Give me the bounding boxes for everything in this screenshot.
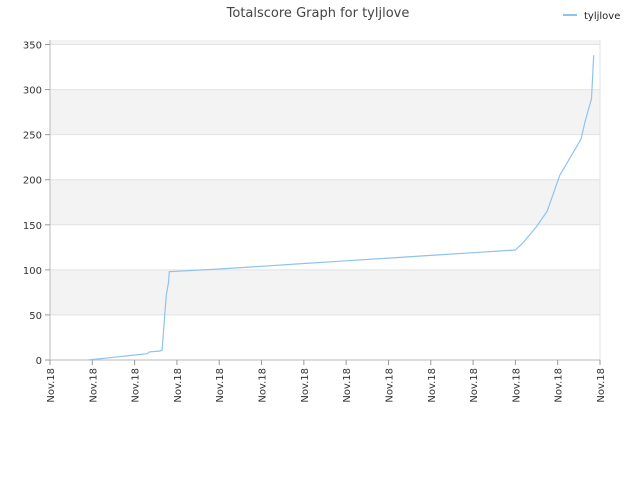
x-tick-label: Nov.18	[258, 368, 269, 403]
plot-bands	[50, 40, 600, 360]
plot-band	[50, 314, 600, 360]
y-tick-label: 350	[23, 41, 42, 52]
y-tick-label: 200	[23, 176, 42, 187]
legend-label: tyljlove	[584, 11, 620, 22]
x-tick-label: Nov.18	[173, 368, 184, 403]
y-axis: 0 50 100 150 200 250 300 350	[23, 41, 50, 367]
x-axis: Nov.18 Nov.18 Nov.18 Nov.18 Nov.18 Nov.18 Nov.…	[46, 360, 607, 403]
y-tick-label: 100	[23, 266, 42, 277]
x-tick-label: Nov.18	[300, 368, 311, 403]
x-tick-label: Nov.18	[554, 368, 565, 403]
x-tick-label: Nov.18	[342, 368, 353, 403]
y-tick-label: 0	[36, 356, 42, 367]
x-tick-label: Nov.18	[469, 368, 480, 403]
x-tick-label: Nov.18	[596, 368, 607, 403]
chart-title: Totalscore Graph for tyljlove	[226, 6, 410, 21]
y-tick-label: 300	[23, 86, 42, 97]
x-tick-label: Nov.18	[131, 368, 142, 403]
x-tick-label: Nov.18	[511, 368, 522, 403]
plot-band	[50, 40, 600, 45]
y-tick-label: 250	[23, 131, 42, 142]
plot-band	[50, 89, 600, 135]
legend: tyljlove	[563, 11, 620, 22]
plot-band	[50, 269, 600, 315]
y-tick-label: 150	[23, 221, 42, 232]
series-line	[88, 55, 595, 361]
plot-band	[50, 134, 600, 180]
x-tick-label: Nov.18	[215, 368, 226, 403]
x-tick-label: Nov.18	[88, 368, 99, 403]
x-tick-label: Nov.18	[46, 368, 57, 403]
plot-band	[50, 179, 600, 225]
series-layer	[88, 55, 595, 361]
axes	[49, 40, 600, 361]
y-tick-label: 50	[29, 311, 42, 322]
x-tick-label: Nov.18	[384, 368, 395, 403]
x-tick-label: Nov.18	[427, 368, 438, 403]
plot-band	[50, 44, 600, 90]
